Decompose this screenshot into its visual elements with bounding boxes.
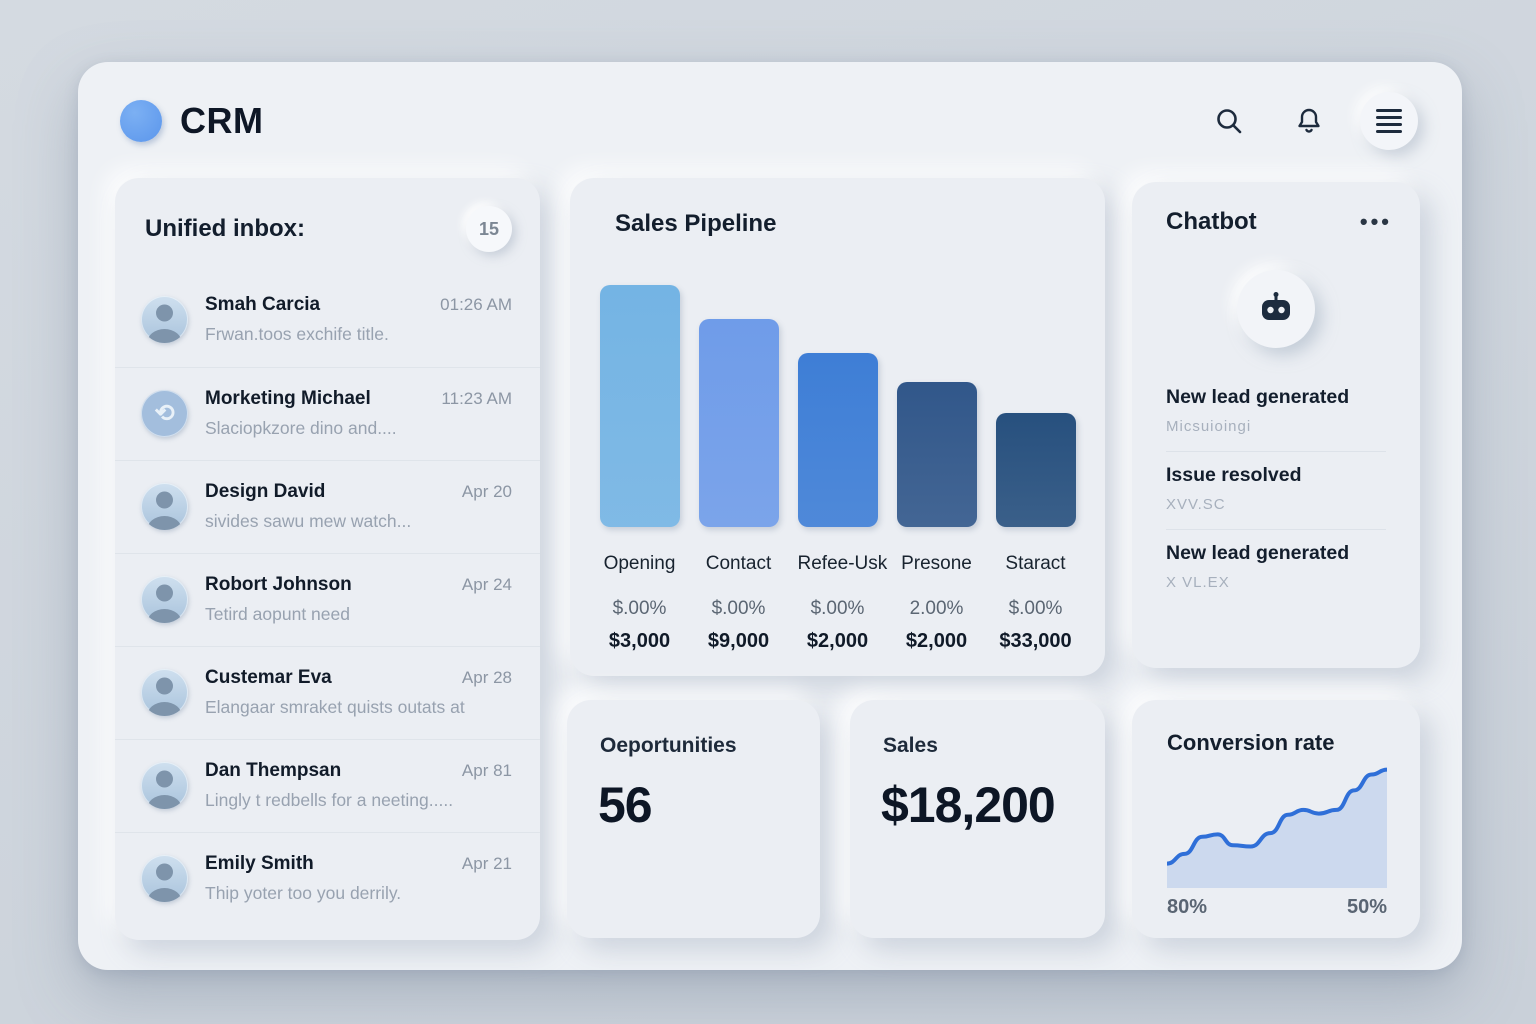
chatbot-notification[interactable]: New lead generated X VL.EX bbox=[1166, 529, 1386, 607]
contact-avatar bbox=[141, 576, 188, 623]
contact-name: Robort Johnson bbox=[205, 574, 352, 595]
stage-amount: $2,000 bbox=[806, 630, 869, 652]
stage-label: Contact bbox=[705, 553, 772, 574]
crm-app-window: CRM Unified inbox: 15 Smah Carcia 01:26 A… bbox=[78, 62, 1462, 970]
inbox-count-badge: 15 bbox=[466, 206, 512, 252]
app-logo bbox=[120, 100, 162, 142]
message-preview: Frwan.toos exchife title. bbox=[205, 324, 389, 344]
contact-name: Smah Carcia bbox=[205, 294, 321, 315]
stage-percent: $.00% bbox=[612, 598, 667, 619]
inbox-title: Unified inbox: bbox=[145, 215, 305, 242]
pipeline-bar-contact bbox=[698, 319, 779, 527]
message-preview: sivides sawu mew watch... bbox=[205, 511, 412, 531]
inbox-list-item[interactable]: Emily Smith Apr 21 Thip yoter too you derr… bbox=[115, 832, 540, 925]
inbox-list-item[interactable]: ⟲ Morketing Michael 11:23 AM Slaciopkzore d… bbox=[115, 367, 540, 460]
contact-avatar bbox=[141, 669, 188, 716]
conversion-rate-panel: Conversion rate 80% 50% bbox=[1132, 700, 1420, 938]
inbox-list-item[interactable]: Smah Carcia 01:26 AM Frwan.toos exchife ti… bbox=[115, 274, 540, 367]
contact-avatar bbox=[141, 855, 188, 902]
chatbot-panel: Chatbot ••• New lead generated Micsuioing… bbox=[1132, 182, 1420, 668]
stage-label: Staract bbox=[1005, 553, 1066, 574]
stage-amount: $3,000 bbox=[608, 630, 671, 652]
contact-avatar bbox=[141, 483, 188, 530]
message-time: Apr 20 bbox=[461, 482, 512, 501]
message-preview: Thip yoter too you derrily. bbox=[205, 883, 402, 903]
pipeline-percent-values: $.00% $.00% $.00% 2.00% $.00% bbox=[584, 598, 1091, 620]
contact-name: Dan Thempsan bbox=[205, 760, 342, 781]
chatbot-robot-icon bbox=[1256, 291, 1296, 328]
search-icon[interactable] bbox=[1214, 106, 1244, 136]
company-logo-avatar: ⟲ bbox=[141, 390, 188, 437]
inbox-list-item[interactable]: Robort Johnson Apr 24 Tetird aopunt need bbox=[115, 553, 540, 646]
pipeline-bar-refee-usk bbox=[797, 353, 878, 527]
app-title: CRM bbox=[180, 100, 264, 141]
message-time: 11:23 AM bbox=[441, 389, 512, 408]
stage-percent: $.00% bbox=[711, 598, 766, 619]
message-time: Apr 24 bbox=[461, 575, 512, 594]
notifications-bell-icon[interactable] bbox=[1294, 106, 1324, 136]
stage-percent: $.00% bbox=[810, 598, 865, 619]
pipeline-amount-values: $3,000 $9,000 $2,000 $2,000 $33,000 bbox=[584, 630, 1091, 653]
hamburger-menu-button[interactable] bbox=[1360, 92, 1418, 150]
pipeline-bar-presone bbox=[896, 382, 977, 527]
pipeline-stage-labels: Opening Contact Refee-Usk Presone Staract bbox=[584, 553, 1091, 575]
message-time: Apr 81 bbox=[461, 761, 512, 780]
notification-title: New lead generated bbox=[1166, 542, 1350, 564]
chatbot-notification[interactable]: New lead generated Micsuioingi bbox=[1166, 374, 1386, 451]
message-time: Apr 28 bbox=[461, 668, 512, 687]
stage-label: Presone bbox=[901, 553, 972, 574]
pipeline-bar-opening bbox=[599, 285, 680, 527]
notification-subtitle: XVV.SC bbox=[1166, 496, 1226, 513]
inbox-list-item[interactable]: Dan Thempsan Apr 81 Lingly t redbells for … bbox=[115, 739, 540, 832]
message-time: Apr 21 bbox=[461, 854, 512, 873]
opportunities-value: 56 bbox=[598, 777, 653, 833]
chatbot-notification-list: New lead generated Micsuioingi Issue resol… bbox=[1166, 374, 1386, 607]
message-preview: Slaciopkzore dino and.... bbox=[205, 418, 397, 438]
chatbot-launch-button[interactable] bbox=[1237, 270, 1315, 348]
pipeline-bar-staract bbox=[995, 413, 1076, 527]
stage-label: Opening bbox=[603, 553, 676, 574]
inbox-list-item[interactable]: Custemar Eva Apr 28 Elangaar smraket quist… bbox=[115, 646, 540, 739]
contact-avatar bbox=[141, 762, 188, 809]
sales-label: Sales bbox=[883, 734, 938, 757]
unified-inbox-panel: Unified inbox: 15 Smah Carcia 01:26 AM Frw… bbox=[115, 178, 540, 940]
conversion-title: Conversion rate bbox=[1167, 730, 1335, 755]
stage-label: Refee-Usk bbox=[797, 553, 888, 574]
message-preview: Lingly t redbells for a neeting..... bbox=[205, 790, 454, 810]
chatbot-notification[interactable]: Issue resolved XVV.SC bbox=[1166, 451, 1386, 529]
stage-amount: $33,000 bbox=[999, 630, 1072, 652]
chatbot-more-menu-icon[interactable]: ••• bbox=[1359, 209, 1392, 234]
message-time: 01:26 AM bbox=[440, 295, 512, 314]
stage-amount: $9,000 bbox=[707, 630, 770, 652]
contact-name: Morketing Michael bbox=[205, 388, 371, 409]
notification-subtitle: X VL.EX bbox=[1166, 574, 1230, 591]
stage-amount: $2,000 bbox=[905, 630, 968, 652]
sales-pipeline-panel: Sales Pipeline Opening Contact Refee-Usk Pr… bbox=[570, 178, 1105, 676]
contact-name: Design David bbox=[205, 481, 326, 502]
message-preview: Tetird aopunt need bbox=[205, 604, 350, 624]
opportunities-label: Oeportunities bbox=[600, 734, 737, 757]
conversion-left-label: 80% bbox=[1167, 896, 1208, 918]
notification-subtitle: Micsuioingi bbox=[1166, 418, 1252, 435]
stage-percent: $.00% bbox=[1008, 598, 1063, 619]
notification-title: Issue resolved bbox=[1166, 464, 1302, 486]
stage-percent: 2.00% bbox=[909, 598, 964, 619]
sales-value: $18,200 bbox=[881, 777, 1056, 833]
message-preview: Elangaar smraket quists outats at bbox=[205, 697, 465, 717]
notification-title: New lead generated bbox=[1166, 386, 1350, 408]
contact-avatar bbox=[141, 296, 188, 343]
sales-kpi-card: Sales $18,200 bbox=[850, 700, 1105, 938]
pipeline-bar-chart bbox=[584, 285, 1091, 527]
conversion-line bbox=[1167, 767, 1387, 866]
contact-name: Emily Smith bbox=[205, 853, 314, 874]
contact-name: Custemar Eva bbox=[205, 667, 332, 688]
pipeline-title: Sales Pipeline bbox=[615, 210, 777, 237]
chatbot-title: Chatbot bbox=[1166, 208, 1257, 235]
conversion-right-label: 50% bbox=[1346, 896, 1387, 918]
inbox-list-item[interactable]: Design David Apr 20 sivides sawu mew watch… bbox=[115, 460, 540, 553]
inbox-list: Smah Carcia 01:26 AM Frwan.toos exchife ti… bbox=[115, 274, 540, 925]
conversion-line-chart bbox=[1167, 767, 1387, 888]
opportunities-kpi-card: Oeportunities 56 bbox=[567, 700, 820, 938]
